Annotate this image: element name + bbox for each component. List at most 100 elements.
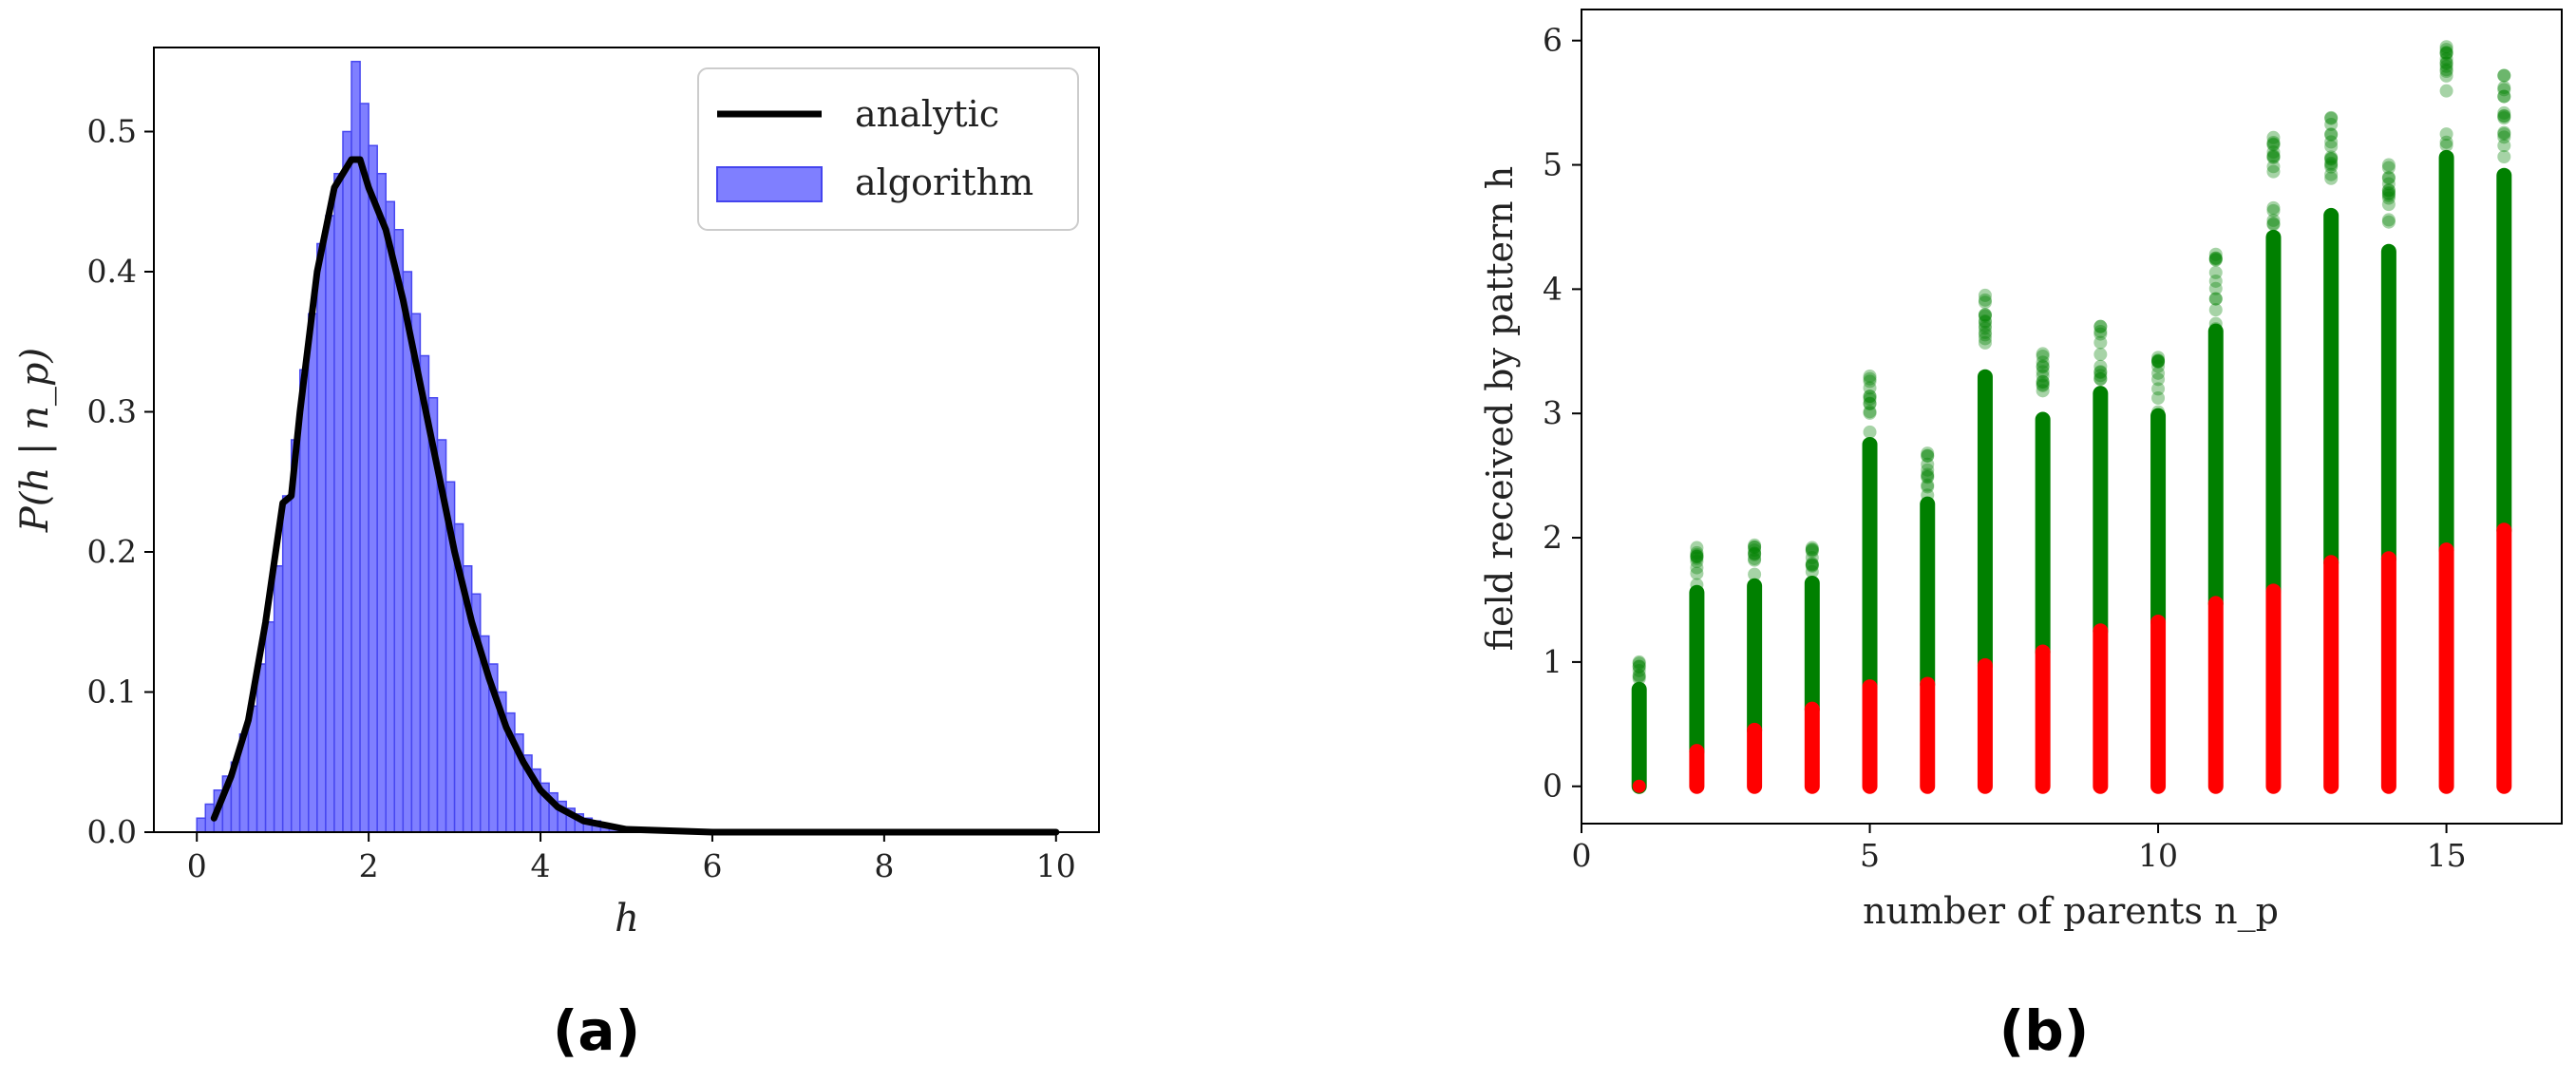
scatter-point — [2497, 692, 2511, 706]
legend-algorithm-label: algorithm — [855, 161, 1033, 203]
scatter-point — [2208, 274, 2223, 288]
scatter-point — [2381, 183, 2396, 198]
scatter-point — [2497, 81, 2511, 95]
scatter-point — [2381, 777, 2396, 791]
plot-a-frame — [153, 47, 1100, 833]
scatter-point — [2266, 213, 2281, 227]
histogram-bar — [273, 565, 284, 833]
scatter-point — [2093, 359, 2108, 373]
scatter-point — [1978, 315, 1992, 330]
scatter-point — [2324, 708, 2339, 722]
scatter-point — [1978, 293, 1992, 307]
scatter-point — [1863, 389, 1877, 404]
histogram-bar — [256, 663, 267, 833]
scatter-point — [2381, 756, 2396, 770]
scatter-point — [1632, 682, 1646, 696]
scatter-point — [2497, 139, 2511, 153]
scatter-point — [2151, 744, 2166, 758]
scatter-point — [2439, 84, 2453, 98]
y-tick-label: 3 — [1543, 394, 1563, 431]
scatter-point — [1921, 457, 1935, 471]
scatter-column — [2093, 319, 2109, 794]
scatter-point — [2497, 125, 2511, 140]
scatter-point — [2497, 769, 2511, 783]
scatter-point — [1690, 550, 1704, 564]
scatter-point — [2151, 775, 2166, 789]
scatter-point — [1978, 335, 1992, 350]
scatter-point — [2324, 160, 2339, 174]
scatter-point — [2381, 170, 2396, 184]
scatter-point — [2208, 768, 2223, 782]
scatter-point — [2208, 251, 2223, 265]
scatter-point — [2151, 382, 2166, 396]
scatter-point — [2266, 148, 2281, 162]
scatter-point — [2151, 736, 2166, 750]
x-axis-ticks-a: 0 2 4 6 8 10 — [187, 832, 1076, 884]
scatter-point — [2036, 374, 2050, 389]
scatter-column — [2207, 247, 2224, 794]
scatter-point — [1805, 558, 1819, 572]
scatter-point — [1632, 779, 1646, 793]
scatter-point — [2093, 365, 2108, 379]
scatter-point — [2036, 369, 2050, 383]
scatter-point — [2208, 765, 2223, 779]
scatter-point — [2324, 740, 2339, 754]
scatter-point — [2439, 135, 2453, 149]
scatter-point — [2266, 137, 2281, 151]
scatter-point — [2439, 47, 2453, 61]
scatter-point — [2497, 725, 2511, 739]
scatter-point — [1690, 560, 1704, 575]
scatter-point — [2381, 183, 2396, 198]
y-tick-label: 1 — [1543, 643, 1563, 680]
scatter-point — [2093, 324, 2108, 338]
scatter-point — [2266, 217, 2281, 231]
scatter-point — [1921, 478, 1935, 492]
histogram-panel: 0 2 4 6 8 10 0.00.10.20.30.40.5 h P(h | n_p) … — [13, 47, 1100, 1063]
scatter-point — [1805, 559, 1819, 573]
scatter-point — [2151, 359, 2166, 373]
histogram-bar — [264, 621, 275, 833]
histogram-bar — [196, 817, 207, 833]
scatter-point — [2266, 130, 2281, 144]
scatter-point — [2497, 68, 2511, 83]
scatter-point — [2381, 213, 2396, 227]
scatter-point — [2439, 43, 2453, 57]
x-tick-label: 4 — [531, 847, 551, 884]
scatter-column — [1631, 655, 1647, 794]
scatter-point — [2497, 127, 2511, 142]
y-axis-ticks-b: 0 1 2 3 4 5 6 — [1543, 22, 1582, 805]
scatter-point — [2151, 779, 2166, 793]
scatter-point — [1921, 449, 1935, 464]
scatter-point — [2324, 127, 2339, 142]
scatter-point — [1863, 406, 1877, 420]
scatter-point — [2093, 327, 2108, 341]
scatter-point — [2497, 696, 2511, 711]
scatter-point — [2439, 772, 2453, 787]
scatter-point — [2151, 765, 2166, 779]
scatter-point — [2324, 167, 2339, 181]
scatter-point — [2266, 719, 2281, 733]
scatter-point — [2324, 158, 2339, 172]
scatter-point — [2381, 215, 2396, 229]
scatter-point — [2381, 760, 2396, 774]
histogram-bar — [385, 200, 396, 833]
scatter-point — [1805, 558, 1819, 572]
scatter-point — [1632, 656, 1646, 671]
x-axis-label-b: number of parents n_p — [1863, 890, 2279, 933]
scatter-point — [1748, 538, 1762, 552]
scatter-point — [2324, 764, 2339, 778]
y-tick-label: 0.1 — [87, 674, 137, 711]
scatter-point — [2497, 760, 2511, 774]
scatter-point — [2208, 743, 2223, 757]
scatter-point — [1921, 480, 1935, 494]
scatter-point — [1632, 659, 1646, 674]
scatter-point — [1921, 446, 1935, 461]
scatter-point — [1690, 545, 1704, 560]
scatter-point — [1863, 425, 1877, 439]
x-tick-label: 10 — [1036, 847, 1076, 884]
scatter-point — [2324, 729, 2339, 743]
scatter-column — [1689, 541, 1705, 794]
y-axis-ticks-a: 0.0 0.1 0.2 0.3 0.4 0.5 — [87, 113, 154, 850]
scatter-point — [2381, 177, 2396, 191]
scatter-point — [2439, 40, 2453, 54]
